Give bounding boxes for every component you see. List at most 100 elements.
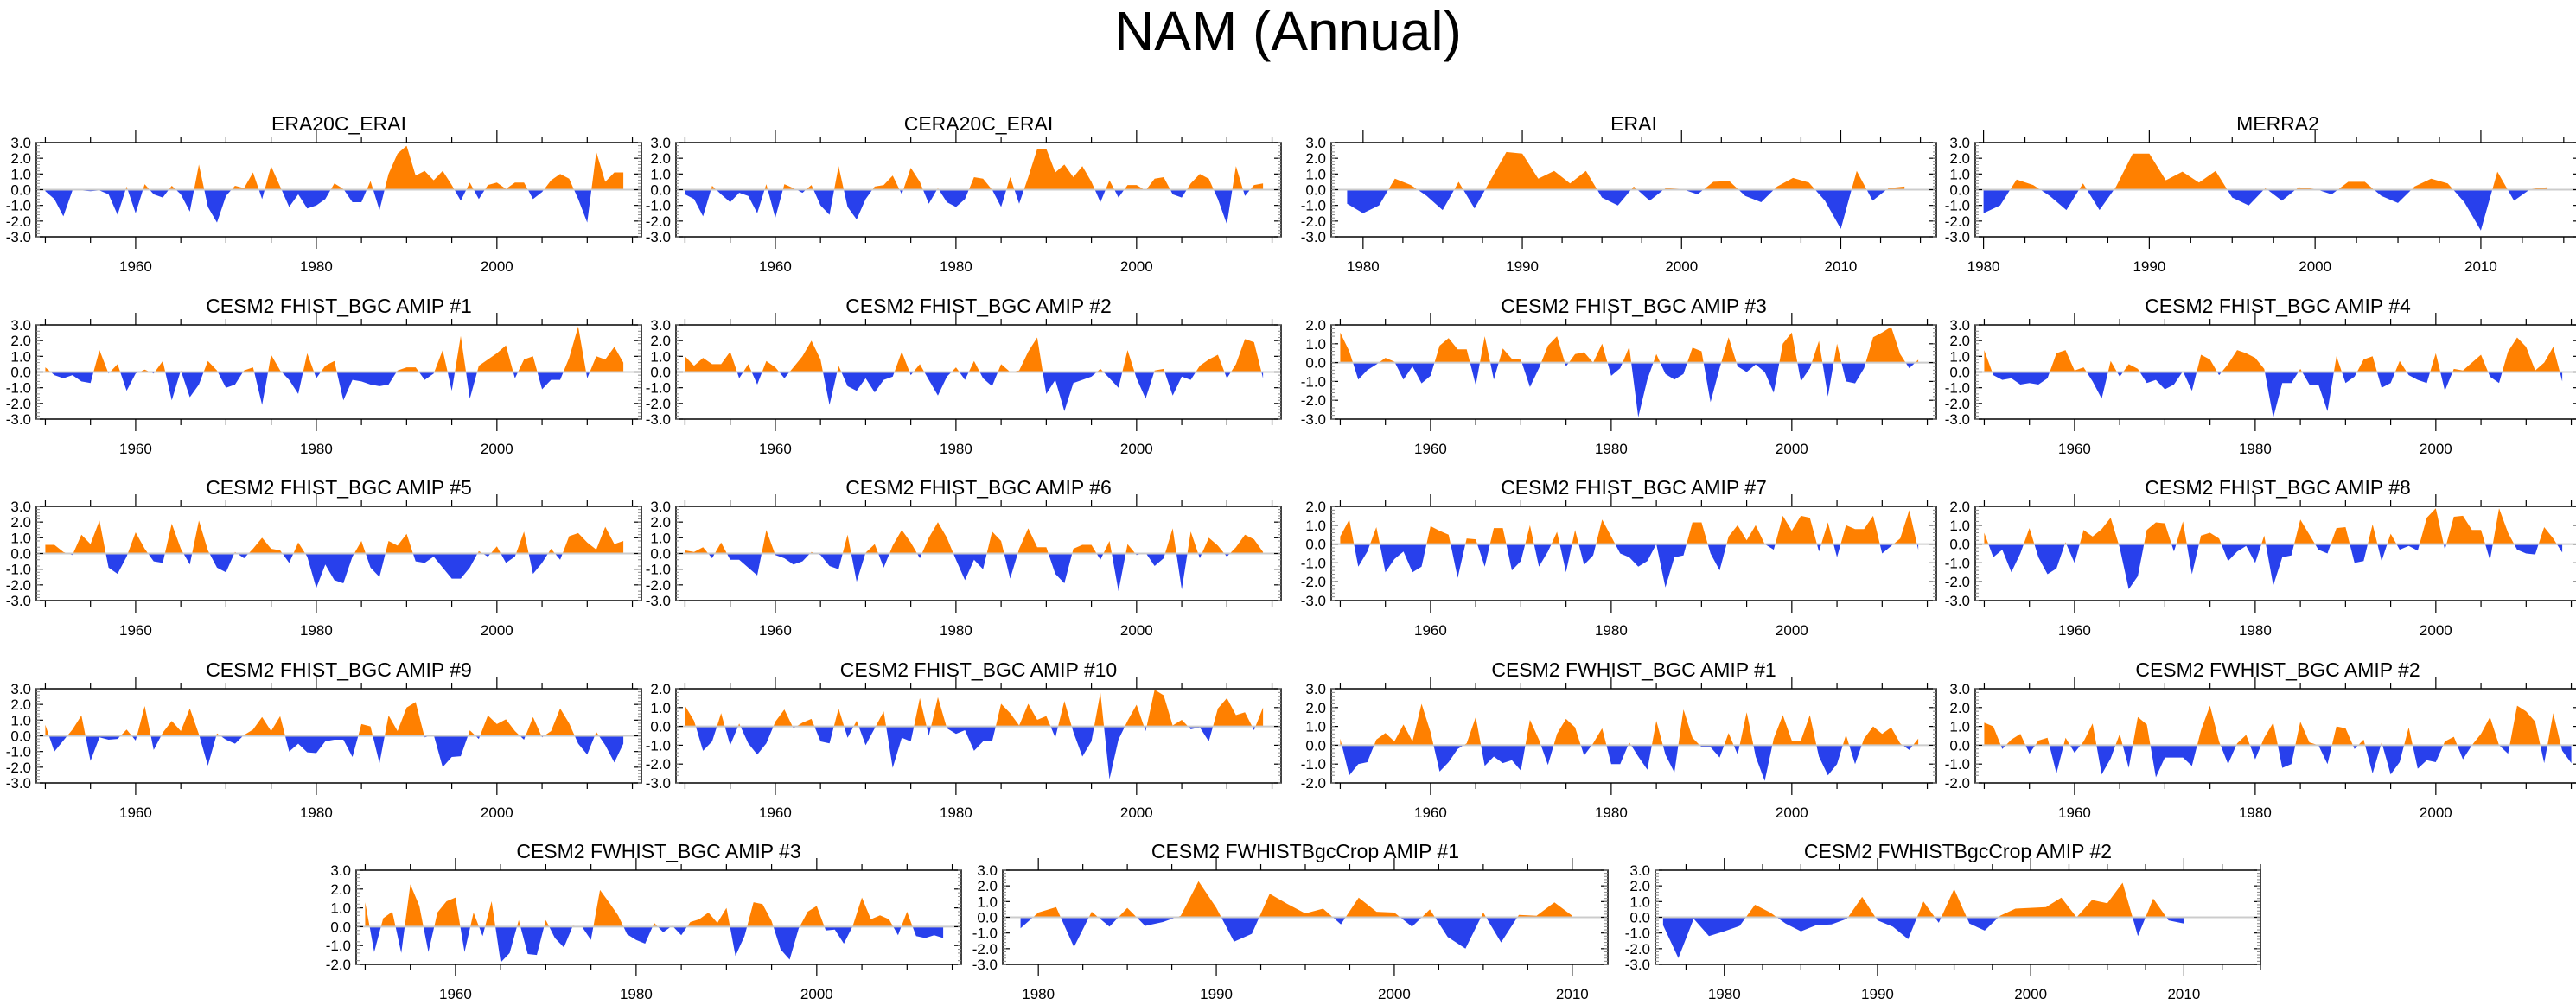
- y-tick-label: 2.0: [650, 150, 671, 167]
- y-tick-label: 0.0: [1949, 737, 1970, 754]
- x-tick-label: 2000: [1665, 258, 1698, 275]
- y-tick-label: -3.0: [6, 411, 31, 428]
- y-tick-label: 2.0: [330, 881, 351, 898]
- y-tick-label: 1.0: [1949, 348, 1970, 365]
- x-tick-label: 1960: [1414, 441, 1447, 457]
- x-tick-label: 2000: [800, 986, 833, 1002]
- y-tick-label: 2.0: [650, 681, 671, 697]
- x-tick-label: 2010: [1556, 986, 1589, 1002]
- panel-2: CERA20C_ERAI 3.02.01.00.0-1.0-2.0-3.0 1960…: [646, 112, 1282, 275]
- y-tick-label: 1.0: [650, 700, 671, 716]
- y-tick-label: -3.0: [646, 411, 671, 428]
- panel-title: CESM2 FWHIST_BGC AMIP #1: [1491, 658, 1776, 681]
- negative-area: [1347, 189, 1905, 229]
- y-tick-label: 2.0: [650, 514, 671, 531]
- y-tick-label: 1.0: [330, 900, 351, 917]
- y-tick-label: 1.0: [1949, 166, 1970, 182]
- x-tick-label: 1960: [119, 622, 152, 639]
- positive-area: [45, 326, 624, 372]
- y-tick-label: 3.0: [1629, 862, 1650, 879]
- negative-area: [45, 735, 624, 767]
- y-tick-label: 1.0: [10, 348, 31, 365]
- panel-title: ERA20C_ERAI: [271, 112, 406, 135]
- y-tick-label: -3.0: [646, 775, 671, 792]
- y-tick-label: 2.0: [1949, 499, 1970, 515]
- plot-frame: [1330, 688, 1937, 784]
- negative-area: [685, 189, 1264, 225]
- y-tick-label: -3.0: [1301, 411, 1326, 428]
- y-tick-label: -2.0: [6, 760, 31, 776]
- y-tick-label: 3.0: [10, 499, 31, 515]
- x-tick-label: 1980: [300, 258, 333, 275]
- positive-area: [1984, 508, 2563, 544]
- y-tick-label: -3.0: [1301, 593, 1326, 609]
- panel-title: CESM2 FHIST_BGC AMIP #6: [845, 476, 1112, 499]
- y-tick-label: -3.0: [1945, 229, 1970, 245]
- positive-area: [1340, 327, 1919, 363]
- y-tick-label: 1.0: [1305, 336, 1326, 353]
- x-tick-label: 1960: [759, 258, 792, 275]
- panel-19: CESM2 FWHISTBgcCrop AMIP #23.02.01.00.0-…: [1625, 840, 2261, 1002]
- y-tick-label: 1.0: [1305, 166, 1326, 182]
- plot-frame: [675, 688, 1282, 784]
- y-tick-label: -3.0: [646, 229, 671, 245]
- negative-area: [45, 189, 624, 223]
- y-tick-label: -1.0: [1945, 756, 1970, 773]
- y-tick-label: -1.0: [6, 562, 31, 578]
- y-tick-label: -1.0: [972, 925, 998, 942]
- y-tick-label: 2.0: [1949, 700, 1970, 716]
- panel-13: CESM2 FHIST_BGC AMIP #93.02.01.00.0-1.0-…: [6, 658, 642, 821]
- y-tick-label: 3.0: [1949, 317, 1970, 334]
- y-tick-label: 1.0: [977, 894, 998, 910]
- x-tick-label: 2000: [481, 441, 513, 457]
- plot-frame: [1974, 688, 2576, 784]
- negative-area: [1984, 544, 2563, 589]
- x-tick-label: 2010: [2464, 258, 2497, 275]
- x-tick-label: 1980: [940, 805, 972, 821]
- y-tick-label: -1.0: [646, 380, 671, 397]
- negative-area: [1984, 372, 2563, 418]
- y-tick-label: -3.0: [1945, 593, 1970, 609]
- y-tick-label: 1.0: [1949, 719, 1970, 735]
- x-tick-label: 1960: [759, 441, 792, 457]
- x-tick-label: 2000: [2420, 622, 2452, 639]
- y-tick-label: 0.0: [650, 546, 671, 563]
- x-tick-label: 1960: [2058, 441, 2091, 457]
- y-tick-label: 0.0: [330, 919, 351, 935]
- panel-title: CESM2 FHIST_BGC AMIP #3: [1501, 295, 1767, 317]
- y-tick-label: -1.0: [6, 198, 31, 214]
- panel-15: CESM2 FWHIST_BGC AMIP #1 3.0 2.0 1.0 0.0 -1.0…: [1301, 658, 1937, 821]
- y-tick-label: -2.0: [1301, 574, 1326, 590]
- plot-frame: [1330, 324, 1937, 420]
- y-tick-label: 2.0: [10, 150, 31, 167]
- y-tick-label: 1.0: [10, 166, 31, 182]
- plot-frame: [355, 869, 962, 965]
- panel-3: ERAI 3.02.01.00.0-1.0-2.0-3.0 1980 1990 2000…: [1301, 112, 1937, 275]
- negative-area: [685, 372, 1264, 411]
- positive-area: [365, 884, 944, 927]
- x-tick-label: 1960: [119, 258, 152, 275]
- x-tick-label: 1980: [1347, 258, 1380, 275]
- x-tick-label: 1980: [940, 258, 972, 275]
- panel-12: CESM2 FHIST_BGC AMIP #8 2.0 1.0 0.0 -1.0 -2.0…: [1945, 476, 2576, 639]
- plot-frame: [1974, 506, 2576, 601]
- panel-title: ERAI: [1610, 112, 1657, 135]
- y-tick-label: 0.0: [1949, 537, 1970, 553]
- panel-title: CESM2 FHIST_BGC AMIP #8: [2145, 476, 2411, 499]
- y-tick-label: -1.0: [1301, 198, 1326, 214]
- y-tick-label: -1.0: [1625, 925, 1650, 942]
- x-tick-label: 1960: [119, 441, 152, 457]
- x-tick-label: 1980: [300, 622, 333, 639]
- y-tick-label: 3.0: [330, 862, 351, 879]
- y-tick-label: 3.0: [1949, 681, 1970, 697]
- y-tick-label: -1.0: [6, 380, 31, 397]
- y-tick-label: -2.0: [646, 396, 671, 412]
- y-tick-label: -2.0: [646, 756, 671, 773]
- y-tick-label: 0.0: [10, 365, 31, 381]
- panel-title: CESM2 FWHISTBgcCrop AMIP #1: [1151, 840, 1459, 862]
- panel-title: CESM2 FWHIST_BGC AMIP #2: [2135, 658, 2420, 681]
- x-tick-label: 1990: [1861, 986, 1894, 1002]
- panel-11: CESM2 FHIST_BGC AMIP #7 2.0 1.0 0.0 -1.0 -2.0…: [1301, 476, 1937, 639]
- positive-area: [1984, 705, 2572, 746]
